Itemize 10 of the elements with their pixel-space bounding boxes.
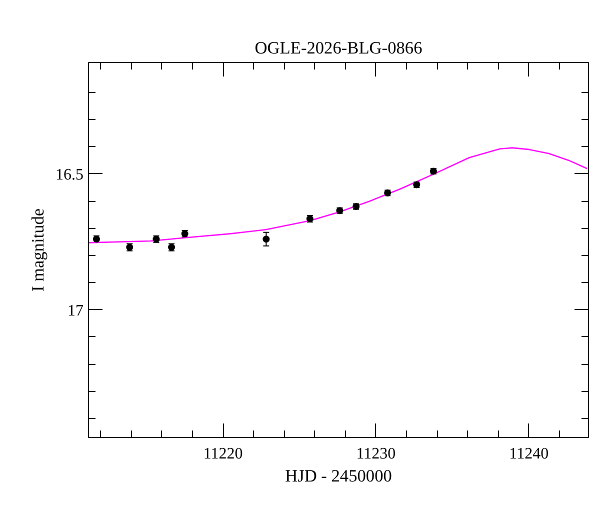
x-tick-label: 11240	[509, 446, 549, 462]
x-axis-title: HJD - 2450000	[285, 466, 392, 486]
x-tick-label: 11230	[356, 446, 396, 462]
chart-title: OGLE-2026-BLG-0866	[254, 38, 423, 58]
y-axis-title: I magnitude	[28, 208, 48, 292]
y-tick-label: 17	[68, 302, 84, 320]
point	[262, 236, 270, 243]
line-series	[88, 147, 588, 244]
x-tick-label: 11220	[203, 446, 243, 462]
y-tick-label: 16.5	[56, 166, 84, 184]
